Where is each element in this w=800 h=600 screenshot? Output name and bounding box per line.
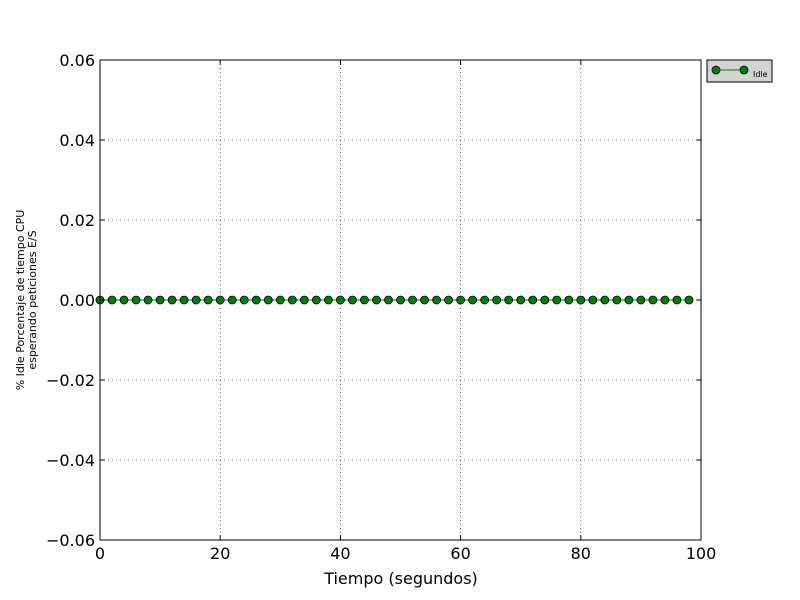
data-point bbox=[360, 295, 369, 305]
data-point bbox=[239, 295, 249, 305]
data-point bbox=[299, 295, 309, 305]
data-point bbox=[636, 295, 646, 305]
data-point bbox=[648, 295, 658, 305]
data-point bbox=[564, 295, 574, 305]
data-point bbox=[612, 295, 622, 305]
ticks: 0 20 40 60 80 100 −0.06 −0.04 −0.02 0.00 0.02 0.04 0… bbox=[46, 51, 716, 563]
data-point bbox=[684, 295, 694, 305]
legend-marker-idle bbox=[711, 65, 721, 75]
data-point bbox=[528, 295, 538, 305]
data-point bbox=[311, 295, 321, 305]
data-point bbox=[275, 295, 285, 305]
data-point bbox=[672, 295, 682, 305]
data-point bbox=[588, 295, 598, 305]
data-point bbox=[480, 295, 490, 305]
data-point bbox=[492, 295, 502, 305]
x-tick-label: 0 bbox=[95, 544, 105, 563]
data-point bbox=[335, 295, 345, 305]
x-tick-label: 40 bbox=[330, 544, 350, 563]
data-point bbox=[384, 295, 393, 305]
data-point bbox=[540, 295, 550, 305]
y-tick-label: 0.00 bbox=[59, 291, 95, 310]
legend-box bbox=[706, 59, 773, 83]
y-tick-label: −0.04 bbox=[46, 451, 95, 470]
data-point bbox=[396, 295, 405, 305]
data-point bbox=[504, 295, 514, 305]
data-point bbox=[215, 295, 225, 305]
x-axis-label: Tiempo (segundos) bbox=[323, 569, 478, 588]
y-tick-label: −0.06 bbox=[46, 531, 95, 550]
x-tick-label: 100 bbox=[686, 544, 717, 563]
x-tick-label: 60 bbox=[450, 544, 470, 563]
data-point bbox=[660, 295, 670, 305]
data-point bbox=[600, 295, 610, 305]
data-point bbox=[624, 295, 634, 305]
data-point bbox=[456, 295, 466, 305]
y-tick-label: 0.04 bbox=[59, 131, 95, 150]
legend-label-idle: Idle bbox=[753, 70, 768, 79]
y-tick-label: −0.02 bbox=[46, 371, 95, 390]
data-point bbox=[227, 295, 237, 305]
x-tick-label: 20 bbox=[210, 544, 230, 563]
data-point bbox=[468, 295, 478, 305]
data-point bbox=[263, 295, 273, 305]
x-tick-label: 80 bbox=[571, 544, 591, 563]
data-point bbox=[372, 295, 381, 305]
y-axis-label: % Idle Porcentaje de tiempo CPU esperand… bbox=[14, 210, 39, 391]
data-point bbox=[155, 295, 165, 305]
data-point bbox=[287, 295, 297, 305]
series-layer bbox=[95, 295, 694, 305]
legend-marker-idle bbox=[739, 65, 749, 75]
y-tick-label: 0.06 bbox=[59, 51, 95, 70]
data-point bbox=[408, 295, 417, 305]
data-point bbox=[203, 295, 213, 305]
data-point bbox=[552, 295, 562, 305]
data-point bbox=[323, 295, 333, 305]
data-point bbox=[179, 295, 189, 305]
data-point bbox=[432, 295, 441, 305]
data-point bbox=[143, 295, 153, 305]
data-point bbox=[516, 295, 526, 305]
data-point bbox=[167, 295, 177, 305]
y-axis-label-line-2: esperando peticiones E/S bbox=[26, 230, 39, 369]
data-point bbox=[107, 295, 117, 305]
data-point bbox=[444, 295, 453, 305]
y-tick-label: 0.02 bbox=[59, 211, 95, 230]
y-axis-label-line-1: % Idle Porcentaje de tiempo CPU bbox=[14, 210, 27, 391]
data-point bbox=[191, 295, 201, 305]
data-point bbox=[131, 295, 141, 305]
data-point bbox=[576, 295, 586, 305]
legend: Idle bbox=[706, 59, 773, 83]
data-point bbox=[348, 295, 357, 305]
data-point bbox=[251, 295, 261, 305]
data-point bbox=[119, 295, 129, 305]
data-point bbox=[420, 295, 429, 305]
